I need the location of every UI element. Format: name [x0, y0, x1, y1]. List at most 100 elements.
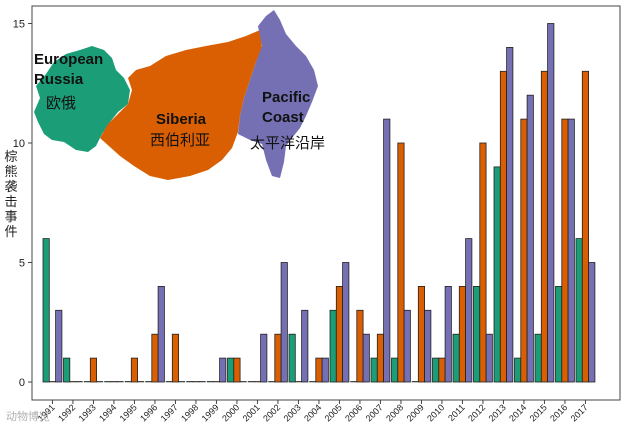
y-tick-label: 5 [19, 258, 25, 270]
x-tick-label: 2007 [364, 402, 385, 423]
bar-european-russia-2001 [247, 381, 255, 383]
bar-european-russia-2004 [309, 381, 317, 383]
map-label-european-line2: Russia [34, 71, 84, 88]
bar-european-russia-1998 [186, 381, 194, 383]
x-tick-label: 2002 [261, 402, 282, 423]
bar-pacific-coast-2008 [403, 309, 411, 383]
bar-pacific-coast-2007 [383, 118, 391, 383]
bar-pacific-coast-2010 [444, 285, 452, 383]
x-tick-label: 2003 [282, 402, 303, 423]
bar-siberia-2001 [254, 381, 261, 383]
bar-pacific-coast-2005 [342, 262, 350, 383]
bar-european-russia-2015 [534, 333, 542, 383]
bar-european-russia-1991 [42, 238, 50, 383]
y-tick-label: 15 [13, 19, 25, 31]
x-tick-label: 2016 [548, 402, 569, 423]
map-label-pacific-line2: Coast [262, 109, 304, 126]
bar-european-russia-2005 [329, 309, 337, 383]
bar-pacific-coast-2015 [547, 23, 555, 383]
x-tick-label: 1996 [138, 402, 159, 423]
map-label-siberia: Siberia [156, 111, 207, 128]
x-tick-label: 1994 [97, 402, 118, 423]
bar-pacific-coast-2014 [526, 94, 534, 383]
y-axis-label: 棕熊袭击事件 [4, 150, 18, 240]
map-label-siberia-cn: 西伯利亚 [150, 131, 210, 149]
bar-european-russia-2003 [288, 333, 296, 383]
x-tick-label: 1992 [56, 402, 77, 423]
x-tick-label: 1995 [118, 402, 139, 423]
x-tick-label: 2001 [241, 402, 262, 423]
x-tick-label: 2015 [528, 402, 549, 423]
bar-european-russia-2016 [555, 285, 563, 383]
map-label-pacific-cn: 太平洋沿岸 [250, 134, 325, 152]
bar-european-russia-2013 [493, 166, 501, 383]
bar-pacific-coast-1999 [219, 357, 227, 383]
bar-siberia-2002 [274, 333, 282, 383]
y-tick-label: 10 [13, 138, 25, 150]
bar-pacific-coast-2012 [485, 333, 493, 383]
bar-siberia-2004 [315, 357, 323, 383]
bar-pacific-coast-2006 [362, 333, 370, 383]
x-tick-label: 2012 [466, 402, 487, 423]
bar-pacific-coast-1995 [137, 381, 145, 383]
bar-siberia-1992 [69, 381, 77, 383]
x-tick-label: 2011 [446, 402, 467, 423]
bar-european-russia-2014 [514, 357, 522, 383]
y-tick-label: 0 [19, 377, 25, 389]
map-european-russia [34, 46, 130, 152]
x-tick-label: 2000 [220, 402, 241, 423]
bar-european-russia-1994 [104, 381, 112, 383]
bar-european-russia-1993 [83, 381, 91, 383]
x-tick-label: 1997 [159, 402, 180, 423]
bar-pacific-coast-1991 [55, 309, 63, 383]
x-tick-label: 2008 [384, 402, 405, 423]
bar-siberia-1998 [192, 381, 200, 383]
bar-siberia-1997 [171, 333, 180, 383]
x-tick-label: 2006 [343, 402, 364, 423]
bar-european-russia-1997 [165, 381, 173, 383]
bar-siberia-2009 [417, 285, 425, 383]
plot-frame [31, 5, 621, 401]
bar-european-russia-1996 [145, 381, 153, 383]
bar-european-russia-2008 [391, 357, 399, 383]
bar-siberia-1995 [130, 357, 139, 383]
bar-european-russia-1999 [206, 381, 214, 383]
bar-european-russia-2012 [473, 285, 481, 383]
bar-european-russia-2017 [575, 238, 583, 383]
bar-pacific-coast-2011 [465, 238, 473, 383]
bar-siberia-2000 [233, 357, 241, 383]
bar-siberia-1994 [110, 381, 118, 383]
bar-siberia-2016 [561, 118, 569, 383]
map-pacific-coast [238, 10, 318, 178]
bar-siberia-2012 [479, 142, 487, 383]
bar-pacific-coast-2016 [567, 118, 575, 383]
bar-pacific-coast-2009 [424, 309, 432, 383]
map-label-european-line1: European [34, 51, 103, 68]
x-tick-label: 2017 [569, 402, 590, 423]
bar-siberia-2014 [520, 118, 528, 383]
x-tick-label: 1998 [179, 402, 200, 423]
bar-pacific-coast-1993 [96, 381, 104, 383]
russia-map: European Russia 欧俄 Siberia 西伯利亚 Pacific … [34, 10, 325, 180]
bar-european-russia-2011 [452, 333, 460, 383]
x-tick-label: 1993 [77, 402, 98, 423]
bar-siberia-2010 [438, 357, 446, 383]
bar-siberia-2003 [295, 381, 302, 383]
bar-european-russia-2002 [268, 381, 276, 383]
bar-european-russia-2010 [432, 357, 440, 383]
bar-pacific-coast-1996 [157, 285, 165, 383]
bar-siberia-2011 [458, 285, 466, 383]
bar-pacific-coast-2017 [588, 262, 596, 383]
bar-siberia-2007 [376, 333, 384, 383]
bar-pacific-coast-1998 [198, 381, 206, 383]
bar-siberia-1991 [49, 381, 56, 383]
bar-siberia-1993 [89, 357, 98, 383]
bar-pacific-coast-1994 [116, 381, 124, 383]
bar-pacific-coast-2000 [239, 381, 247, 383]
x-tick-label: 2013 [487, 402, 508, 423]
bar-pacific-coast-2004 [321, 357, 329, 383]
x-tick-label: 2009 [405, 402, 426, 423]
bar-pacific-coast-1992 [75, 381, 83, 383]
bar-siberia-2008 [397, 142, 405, 383]
bar-european-russia-2009 [411, 381, 419, 383]
